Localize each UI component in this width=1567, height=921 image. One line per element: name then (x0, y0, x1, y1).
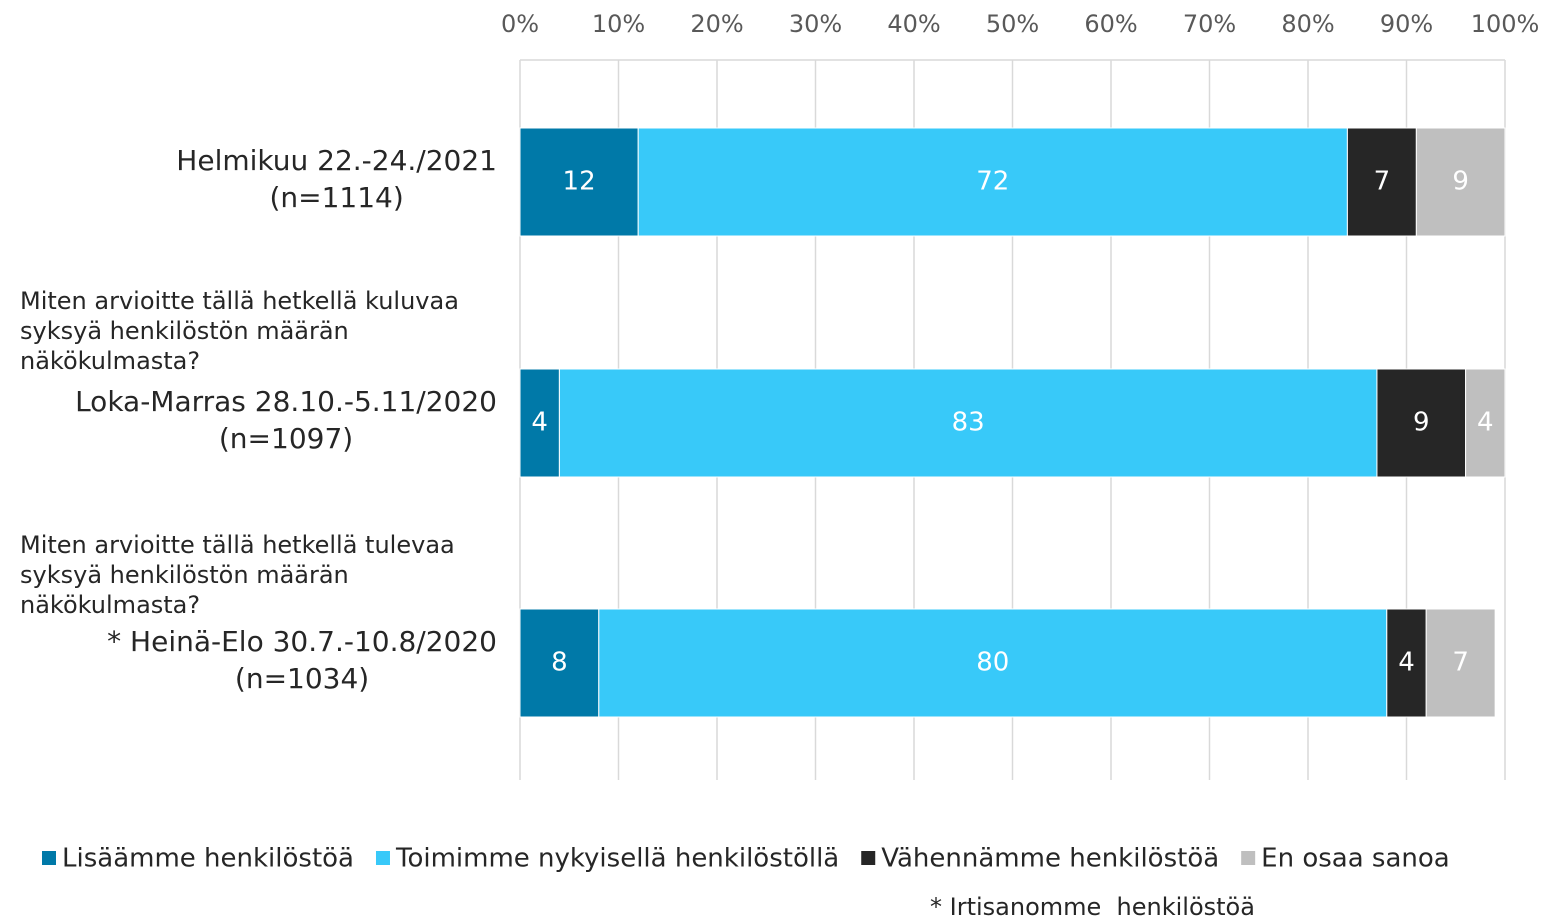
bar-segment (519, 368, 560, 478)
legend-label: Lisäämme henkilöstöä (62, 844, 354, 874)
category-label: * Heinä-Elo 30.7.-10.8/2020 (107, 625, 497, 658)
bar-segment (519, 127, 639, 237)
data-label: 7 (1452, 648, 1469, 678)
annotation: Miten arvioitte tällä hetkellä kuluvaa (20, 287, 459, 315)
data-label: 4 (531, 408, 548, 438)
bar-segment (519, 608, 600, 718)
x-tick-label: 90% (1380, 10, 1433, 38)
category-label: Helmikuu 22.-24./2021 (176, 144, 497, 177)
bar-segment (637, 127, 1348, 237)
annotation: näkökulmasta? (20, 591, 200, 619)
x-tick-label: 100% (1471, 10, 1540, 38)
x-tick-label: 60% (1084, 10, 1137, 38)
x-tick-label: 0% (501, 10, 539, 38)
annotation: syksyä henkilöstön määrän (20, 561, 349, 589)
bar-segment (1465, 368, 1506, 478)
category-label: (n=1114) (269, 181, 403, 214)
bar-segment (1425, 608, 1496, 718)
data-label: 9 (1413, 408, 1430, 438)
x-tick-label: 70% (1183, 10, 1236, 38)
data-label: 83 (952, 408, 985, 438)
legend-swatch (1241, 851, 1256, 865)
category-label: (n=1034) (235, 662, 369, 695)
data-label: 4 (1398, 648, 1415, 678)
category-label: (n=1097) (219, 422, 353, 455)
data-label: 4 (1477, 408, 1494, 438)
data-label: 72 (976, 167, 1009, 197)
data-label: 8 (551, 648, 568, 678)
bar-segment (1386, 608, 1427, 718)
x-tick-label: 40% (887, 10, 940, 38)
bar-segment (1415, 127, 1506, 237)
data-label: 12 (563, 167, 596, 197)
x-tick-label: 20% (690, 10, 743, 38)
annotation: syksyä henkilöstön määrän (20, 317, 349, 345)
data-label: 7 (1374, 167, 1391, 197)
annotation: Miten arvioitte tällä hetkellä tulevaa (20, 531, 455, 559)
category-label: Loka-Marras 28.10.-5.11/2020 (75, 385, 497, 418)
legend-swatch (375, 851, 390, 865)
bar-segment (1346, 127, 1417, 237)
x-tick-label: 30% (789, 10, 842, 38)
data-label: 80 (976, 648, 1009, 678)
x-tick-label: 10% (592, 10, 645, 38)
x-tick-label: 50% (986, 10, 1039, 38)
legend-label: Toimimme nykyisellä henkilöstöllä (395, 844, 839, 874)
annotation: näkökulmasta? (20, 347, 200, 375)
legend-swatch (42, 851, 56, 865)
footnote: * Irtisanomme henkilöstöä (930, 893, 1255, 921)
x-tick-label: 80% (1281, 10, 1334, 38)
bar-segment (1376, 368, 1467, 478)
bar-segment (598, 608, 1388, 718)
legend-label: En osaa sanoa (1261, 844, 1450, 874)
legend-label: Vähennämme henkilöstöä (881, 844, 1219, 874)
data-label: 9 (1452, 167, 1469, 197)
bar-segment (558, 368, 1378, 478)
legend-swatch (861, 851, 876, 865)
